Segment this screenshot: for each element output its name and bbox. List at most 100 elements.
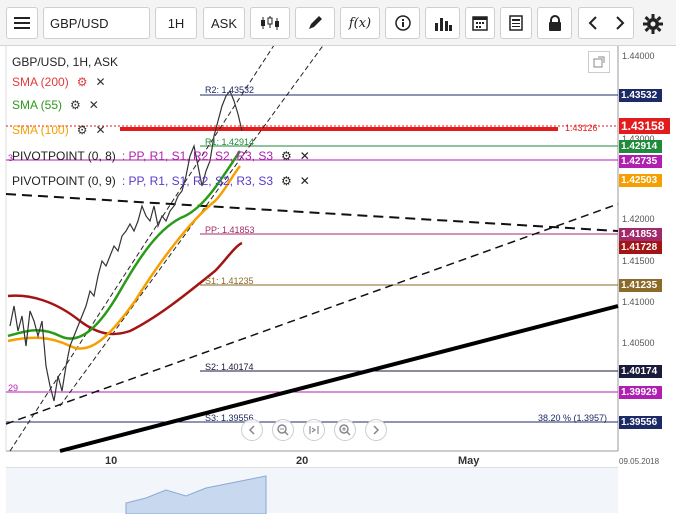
level-s2-label: S2: 1.40174 — [205, 362, 254, 372]
price-tag-s3: 1.39556 — [619, 416, 662, 429]
symbol-label: GBP/USD — [50, 15, 109, 31]
legend-sma100[interactable]: SMA (100) ⚙ ✕ — [12, 123, 106, 137]
indicators-button[interactable]: f(x) — [340, 7, 380, 39]
legend-pivot-08-suffix: : PP, R1, S1, R2, S2, R3, S3 — [121, 149, 274, 163]
price-axis-label: 1.44000 — [622, 51, 655, 61]
scroll-right-button[interactable] — [365, 419, 387, 441]
price-tag-s2: 1.40174 — [619, 365, 662, 378]
export-button[interactable] — [588, 51, 610, 73]
legend-sma55-label: SMA (55) — [12, 98, 63, 112]
chart-area[interactable]: GBP/USD, 1H, ASK SMA (200) ⚙ ✕ SMA (55) … — [0, 46, 676, 515]
price-axis-label: 1.42000 — [622, 214, 655, 224]
menu-button[interactable] — [6, 7, 38, 39]
price-axis-label: 1.41500 — [622, 256, 655, 266]
price-axis-label: 1.40500 — [622, 338, 655, 348]
legend-pivot-08-label: PIVOTPOINT (0, 8) — [12, 149, 116, 163]
price-tag-current: 1.43158 — [619, 118, 670, 134]
sma200-value-hint: 1.43126 — [565, 123, 598, 133]
price-tag-pp: 1.41853 — [619, 228, 662, 241]
date-corner-label: 09.05.2018 — [619, 457, 660, 466]
bar-chart-icon — [434, 18, 452, 31]
level-pp-label: PP: 1.41853 — [205, 225, 255, 235]
price-tag-pivot09: 1.39929 — [619, 386, 662, 399]
legend-pivot-09-suffix: : PP, R1, S1, R2, S2, R3, S3 — [121, 174, 274, 188]
chart-canvas — [5, 46, 619, 453]
sma200-line — [7, 241, 243, 336]
chevron-right-icon — [373, 425, 380, 435]
toolbar: GBP/USD 1H ASK f(x) — [0, 0, 676, 46]
sma200-marker-bar — [120, 127, 558, 131]
info-icon — [394, 15, 411, 31]
sma100-line — [7, 165, 241, 350]
info-button[interactable] — [385, 7, 420, 39]
price-tag-r1: 1.42914 — [619, 140, 662, 153]
legend-sma200[interactable]: SMA (200) ⚙ ✕ — [12, 75, 106, 89]
zoom-in-icon — [339, 424, 351, 436]
level-r1-label: R1: 1.42914 — [205, 137, 255, 147]
navigator-strip[interactable] — [6, 467, 618, 515]
legend-sma55[interactable]: SMA (55) ⚙ ✕ — [12, 98, 99, 112]
gear-icon[interactable]: ⚙ — [281, 174, 292, 188]
legend-pivot-09[interactable]: PIVOTPOINT (0, 9) : PP, R1, S1, R2, S2, … — [12, 174, 310, 188]
gear-icon[interactable]: ⚙ — [76, 123, 88, 137]
reset-zoom-button[interactable] — [303, 419, 325, 441]
chevron-right-icon[interactable] — [615, 16, 625, 30]
lock-button[interactable] — [537, 7, 572, 39]
legend-sma200-label: SMA (200) — [12, 75, 69, 89]
settings-button[interactable] — [643, 14, 663, 37]
price-axis-label: 1.41000 — [622, 297, 655, 307]
gear-icon[interactable]: ⚙ — [76, 75, 88, 89]
legend-pivot-09-label: PIVOTPOINT (0, 9) — [12, 174, 116, 188]
gear-icon[interactable]: ⚙ — [70, 98, 81, 112]
hamburger-icon — [14, 17, 30, 29]
pencil-icon — [309, 16, 322, 29]
level-s3-label: S3: 1.39556 — [205, 413, 254, 423]
zoom-out-button[interactable] — [272, 419, 294, 441]
long-term-trendline — [59, 304, 619, 453]
template-button[interactable] — [500, 7, 532, 39]
price-tag-sma200: 1.41728 — [619, 241, 662, 254]
calendar-button[interactable] — [465, 7, 495, 39]
legend-sma100-label: SMA (100) — [12, 123, 69, 137]
lock-icon — [548, 15, 561, 31]
price-series — [9, 89, 243, 402]
price-tag-sma100: 1.42503 — [619, 174, 662, 187]
close-icon[interactable]: ✕ — [299, 149, 310, 163]
symbol-selector[interactable]: GBP/USD — [43, 7, 150, 39]
close-icon[interactable]: ✕ — [88, 98, 99, 112]
popout-icon — [593, 56, 605, 68]
navigator-chart — [125, 475, 267, 515]
chart-title-text: GBP/USD, 1H, ASK — [12, 55, 119, 69]
close-icon[interactable]: ✕ — [299, 174, 310, 188]
calendar-icon — [472, 16, 488, 31]
left-edge-label-bottom: 29 — [8, 383, 19, 393]
price-tag-r2: 1.43532 — [619, 89, 662, 102]
timeframe-button[interactable]: 1H — [155, 7, 197, 39]
fx-label: f(x) — [348, 15, 372, 31]
legend-pivot-08[interactable]: PIVOTPOINT (0, 8) : PP, R1, S1, R2, S2, … — [12, 149, 310, 163]
document-icon — [509, 15, 523, 31]
channel-line-upper — [59, 46, 324, 407]
level-r2-label: R2: 1.43532 — [205, 85, 255, 95]
close-icon[interactable]: ✕ — [95, 123, 106, 137]
gear-icon[interactable]: ⚙ — [281, 149, 292, 163]
draw-tool-button[interactable] — [295, 7, 335, 39]
chevron-left-icon[interactable] — [588, 16, 598, 30]
gear-icon — [643, 14, 663, 34]
candlestick-icon — [261, 16, 279, 30]
date-axis-label: 10 — [105, 455, 118, 467]
level-s1-label: S1: 1.41235 — [205, 276, 254, 286]
price-tag-s1: 1.41235 — [619, 279, 662, 292]
close-icon[interactable]: ✕ — [95, 75, 106, 89]
zoom-out-icon — [277, 424, 289, 436]
support-trendline — [5, 203, 619, 425]
fib-label: 38.20 % (1.3957) — [538, 413, 608, 423]
timeframe-label: 1H — [167, 15, 185, 31]
scroll-left-button[interactable] — [241, 419, 263, 441]
zoom-in-button[interactable] — [334, 419, 356, 441]
chevron-left-icon — [248, 425, 255, 435]
chart-type-button[interactable] — [250, 7, 290, 39]
price-type-button[interactable]: ASK — [203, 7, 245, 39]
reset-icon — [309, 426, 319, 434]
volume-button[interactable] — [425, 7, 460, 39]
